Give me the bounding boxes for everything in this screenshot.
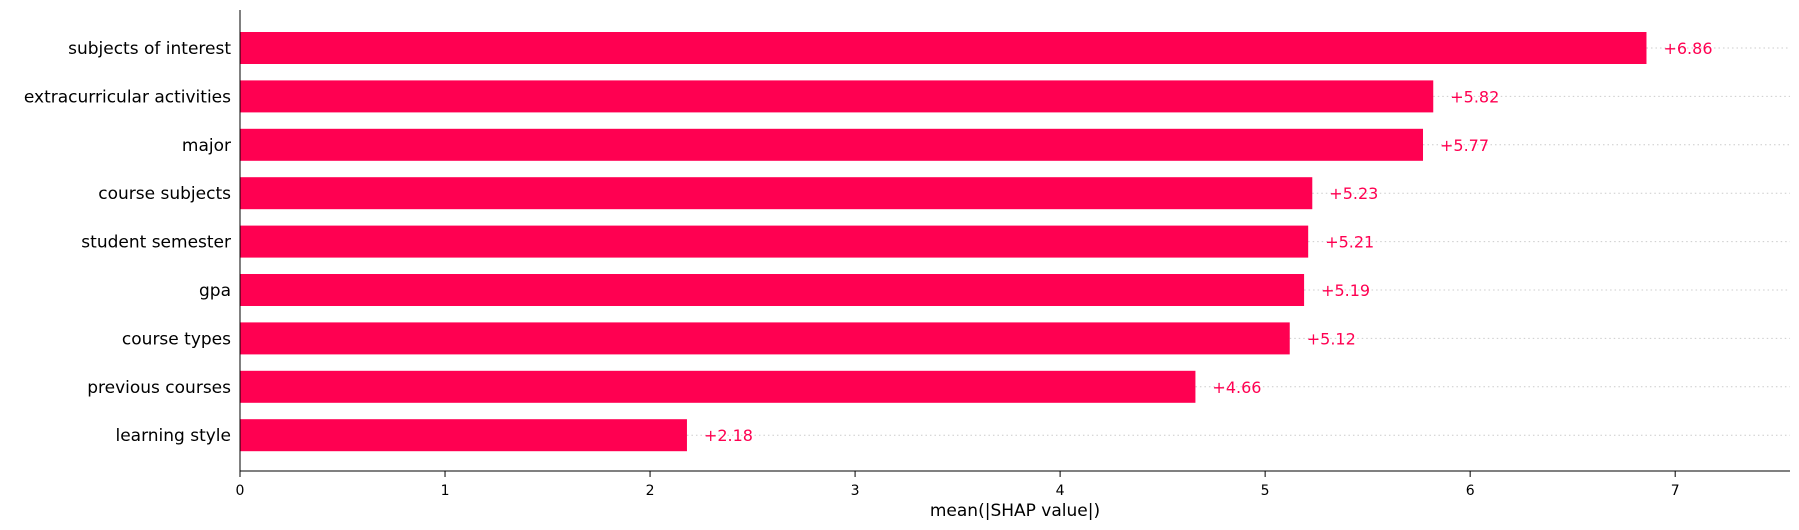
bar	[240, 32, 1647, 64]
category-label: previous courses	[87, 378, 231, 398]
value-label: +2.18	[704, 426, 753, 445]
value-label: +5.21	[1325, 233, 1374, 252]
bar	[240, 80, 1434, 113]
bar	[240, 419, 687, 452]
x-tick-label: 7	[1671, 483, 1680, 499]
category-label: major	[182, 136, 231, 156]
category-label: learning style	[115, 426, 231, 446]
category-label: course subjects	[98, 184, 231, 204]
value-label: +5.77	[1440, 136, 1489, 155]
value-label: +5.23	[1329, 184, 1378, 203]
value-label: +4.66	[1212, 378, 1261, 397]
x-tick-label: 6	[1466, 483, 1475, 499]
bar	[240, 370, 1196, 403]
y-axis-labels: subjects of interest extracurricular acti…	[24, 39, 231, 446]
bar	[240, 322, 1290, 355]
category-label: subjects of interest	[68, 39, 231, 59]
bars	[240, 32, 1647, 452]
value-label: +5.82	[1450, 87, 1499, 106]
value-label: +6.86	[1663, 39, 1712, 58]
bar	[240, 274, 1305, 306]
x-tick-label: 1	[441, 483, 450, 499]
x-axis-ticks: 0 1 2 3 4 5 6 7	[236, 471, 1680, 499]
value-label: +5.12	[1307, 329, 1356, 348]
x-tick-label: 3	[851, 483, 860, 499]
category-label: extracurricular activities	[24, 87, 231, 107]
category-label: course types	[122, 329, 231, 349]
value-labels: +6.86 +5.82 +5.77 +5.23 +5.21 +5.19 +5.12 +4.66…	[704, 39, 1713, 445]
x-tick-label: 4	[1056, 483, 1065, 499]
category-label: student semester	[81, 233, 231, 253]
bar	[240, 177, 1313, 210]
gridlines	[686, 47, 1790, 436]
category-label: gpa	[199, 281, 231, 301]
x-tick-label: 5	[1261, 483, 1270, 499]
x-tick-label: 2	[646, 483, 655, 499]
x-tick-label: 0	[236, 483, 245, 499]
value-label: +5.19	[1321, 281, 1370, 300]
x-axis-title: mean(|SHAP value|)	[930, 501, 1100, 521]
bar	[240, 128, 1424, 161]
bar	[240, 225, 1309, 258]
